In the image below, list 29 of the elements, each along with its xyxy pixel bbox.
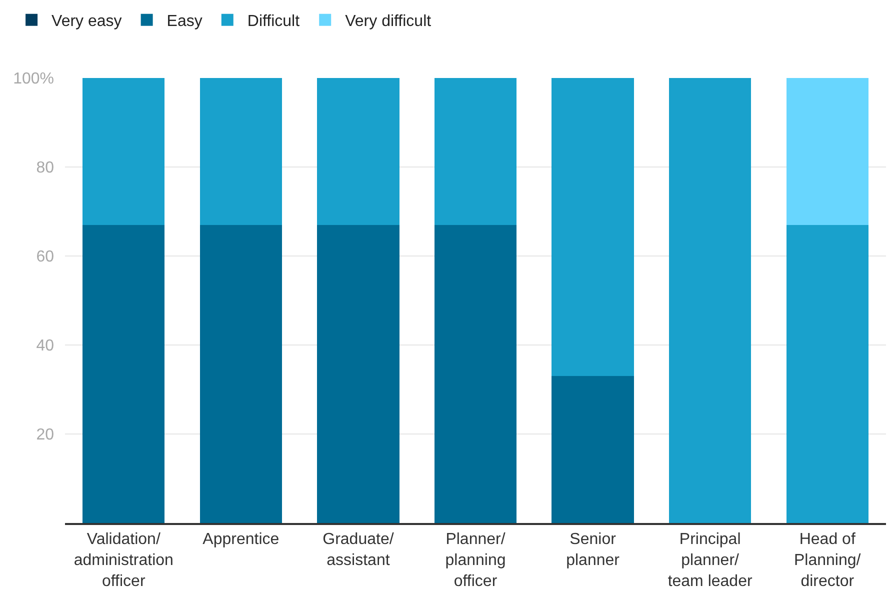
- x-tick-label: Planner/ planning officer: [445, 531, 506, 590]
- bar: [82, 224, 165, 523]
- y-tick-label: 80: [36, 160, 54, 177]
- bar: [786, 78, 868, 225]
- y-tick-label: 100%: [13, 70, 54, 88]
- bar: [434, 78, 517, 225]
- x-tick-label: Senior planner: [566, 531, 620, 569]
- bar: [786, 224, 868, 523]
- y-tick-label: 20: [36, 426, 54, 444]
- legend-label: Very easy: [52, 13, 122, 30]
- y-tick-label: 60: [36, 248, 54, 266]
- legend-label: Easy: [166, 13, 202, 30]
- x-tick-label: Head of Planning/ director: [794, 531, 862, 590]
- bar: [200, 78, 282, 225]
- bar: [552, 376, 634, 523]
- bar: [317, 224, 400, 523]
- legend-label: Difficult: [247, 13, 300, 30]
- bar: [669, 78, 752, 523]
- bar: [317, 78, 400, 225]
- bar: [82, 78, 165, 225]
- bar: [552, 78, 634, 376]
- y-tick-label: 40: [36, 338, 54, 355]
- x-tick-label: Validation/ administration officer: [74, 531, 174, 590]
- bar: [200, 224, 282, 523]
- x-tick-label: Apprentice: [202, 531, 280, 548]
- x-tick-label: Graduate/ assistant: [322, 531, 394, 569]
- bar: [434, 224, 517, 523]
- x-tick-label: Principal planner/ team leader: [668, 531, 753, 590]
- legend-label: Very difficult: [345, 13, 432, 30]
